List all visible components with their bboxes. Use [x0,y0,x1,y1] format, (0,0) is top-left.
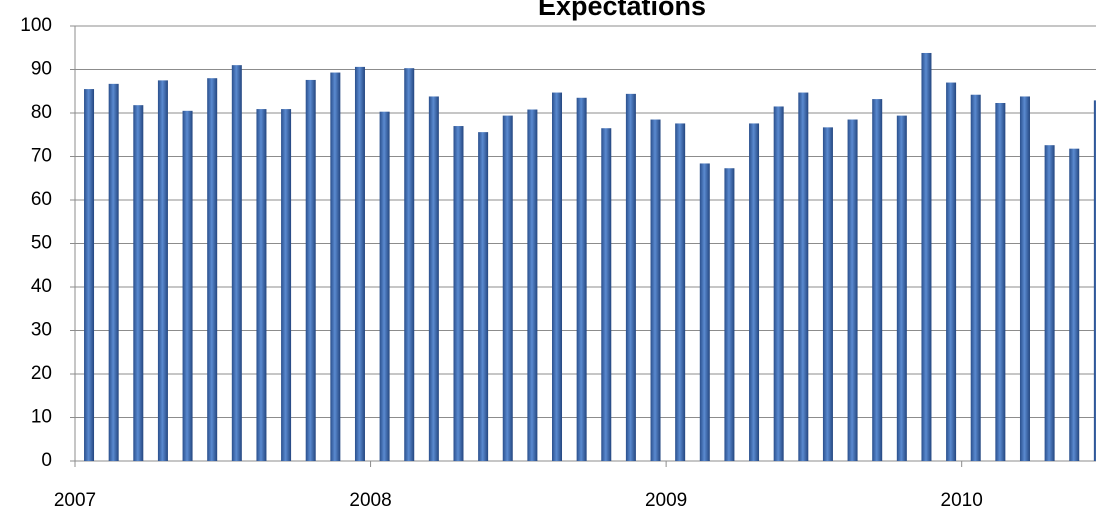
bar [231,65,242,462]
bar [699,163,710,461]
bar [453,126,464,462]
bar [330,72,341,462]
y-tick-label: 30 [31,320,52,341]
x-tick-label: 2010 [941,490,983,511]
y-tick-label: 40 [31,276,52,297]
x-tick-label: 2008 [349,490,391,511]
bar [1093,100,1096,461]
bar [256,109,267,462]
y-tick-label: 80 [31,102,52,123]
y-tick-label: 0 [41,450,52,471]
bar [379,111,390,461]
chart-title: Expectations [538,0,706,21]
bar [847,119,858,462]
bar [133,105,144,462]
bar [478,132,489,461]
bar [970,94,981,461]
bar [724,168,735,461]
bar [1044,145,1055,461]
y-tick-label: 100 [20,15,52,36]
y-tick-label: 50 [31,233,52,254]
bar [896,115,907,462]
bar [576,97,587,462]
bar [675,123,686,461]
bar [354,66,365,461]
bar [822,127,833,461]
bar [502,115,513,462]
bar [552,92,563,462]
y-tick-label: 60 [31,189,52,210]
bar [404,68,415,461]
bar [207,78,218,461]
bar [625,93,636,462]
bar [428,96,439,461]
y-tick-label: 20 [31,363,52,384]
bar [749,123,760,461]
y-tick-label: 10 [31,407,52,428]
bar [1019,96,1030,461]
bar [1069,148,1080,462]
bar [995,102,1006,462]
bar [601,128,612,461]
bar [773,106,784,461]
bar [305,79,316,461]
bar [921,52,932,461]
bar [84,89,95,461]
bar [108,83,119,461]
bar [182,110,193,461]
y-tick-label: 70 [31,146,52,167]
bar [946,82,957,462]
x-tick-label: 2007 [54,490,96,511]
x-tick-label: 2009 [645,490,687,511]
y-tick-label: 90 [31,59,52,80]
bar [527,109,538,462]
bar [157,80,168,461]
bar [872,99,883,461]
bar [650,119,661,462]
bar [281,109,292,462]
bar [798,92,809,462]
